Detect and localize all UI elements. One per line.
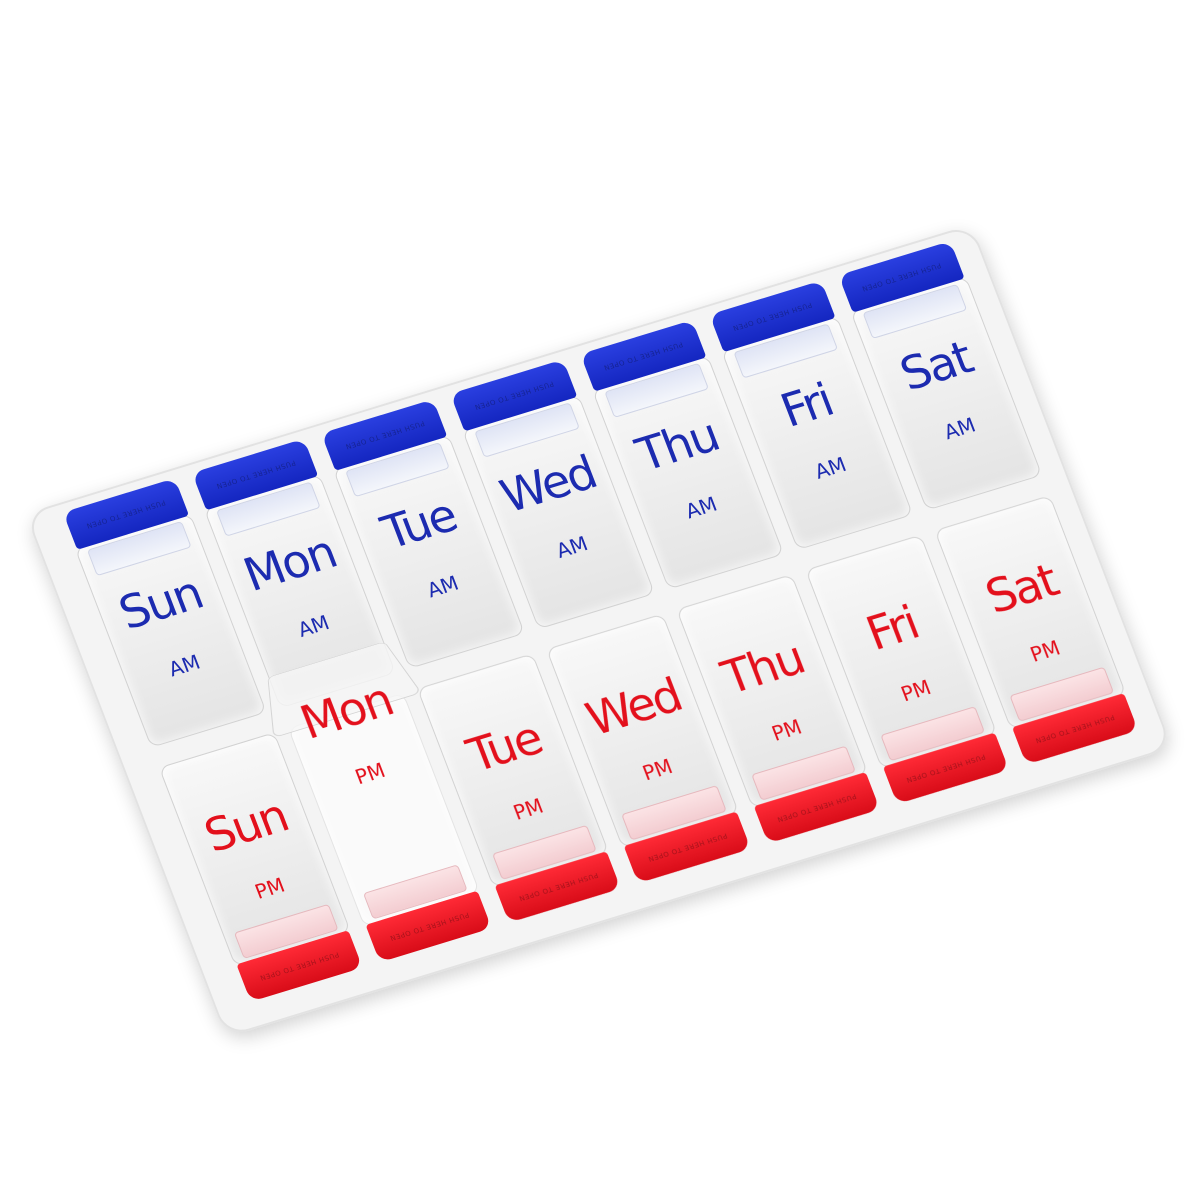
tab-emboss-text: PUSH HERE TO OPEN [85, 498, 167, 530]
tab-emboss-text: PUSH HERE TO OPEN [904, 752, 987, 785]
tab-emboss-text: PUSH HERE TO OPEN [775, 792, 858, 824]
tab-emboss-text: PUSH HERE TO OPEN [517, 871, 599, 903]
tab-emboss-text: PUSH HERE TO OPEN [214, 458, 297, 491]
tab-emboss-text: PUSH HERE TO OPEN [472, 379, 555, 412]
tab-emboss-text: PUSH HERE TO OPEN [1034, 713, 1116, 745]
tab-emboss-text: PUSH HERE TO OPEN [646, 831, 729, 864]
tab-emboss-text: PUSH HERE TO OPEN [343, 419, 426, 451]
tab-emboss-text: PUSH HERE TO OPEN [387, 910, 470, 943]
tab-emboss-text: PUSH HERE TO OPEN [731, 300, 814, 333]
pill-organizer: PUSH HERE TO OPEN Sun AM PUSH HERE TO OPEN M… [24, 224, 1173, 1038]
tab-emboss-text: PUSH HERE TO OPEN [860, 261, 943, 293]
tab-emboss-text: PUSH HERE TO OPEN [258, 950, 341, 982]
tab-emboss-text: PUSH HERE TO OPEN [602, 340, 684, 372]
